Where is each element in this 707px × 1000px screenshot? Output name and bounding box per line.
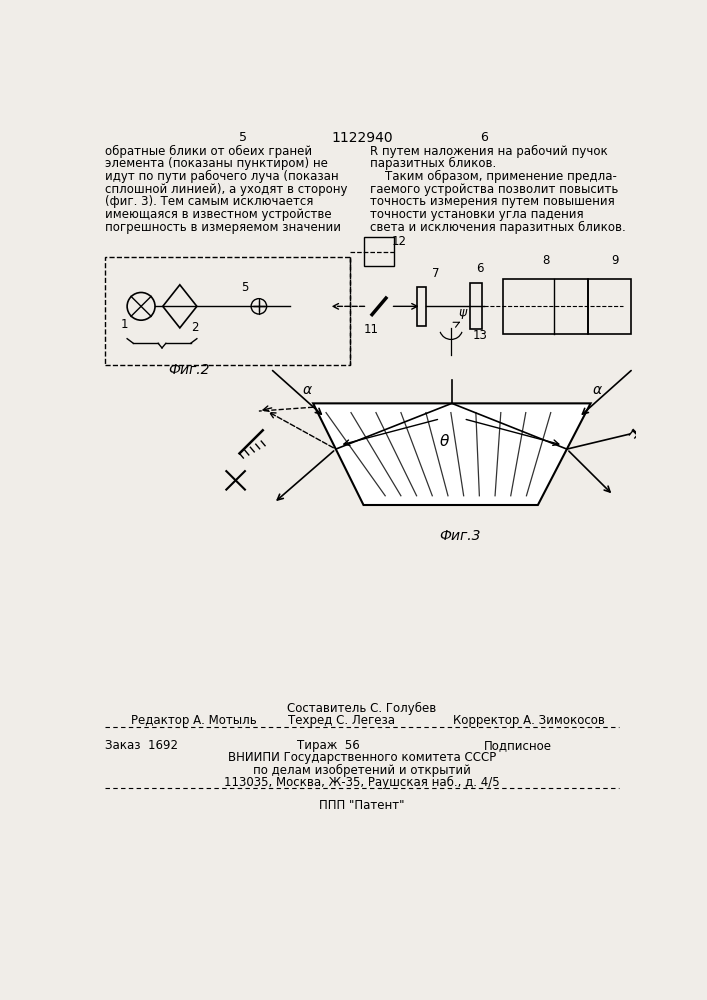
Text: 13: 13: [472, 329, 487, 342]
Text: сплошной линией), а уходят в сторону: сплошной линией), а уходят в сторону: [105, 183, 348, 196]
Text: Фиг.2: Фиг.2: [168, 363, 210, 377]
Text: 2: 2: [192, 321, 199, 334]
Text: Заказ  1692: Заказ 1692: [105, 739, 178, 752]
Text: α: α: [592, 383, 602, 397]
Text: Корректор А. Зимокосов: Корректор А. Зимокосов: [452, 714, 604, 727]
Text: обратные блики от обеих граней: обратные блики от обеих граней: [105, 145, 312, 158]
Polygon shape: [313, 403, 590, 505]
Text: Таким образом, применение предла-: Таким образом, применение предла-: [370, 170, 617, 183]
Text: Техред С. Легеза: Техред С. Легеза: [288, 714, 395, 727]
Text: паразитных бликов.: паразитных бликов.: [370, 157, 496, 170]
Text: 8: 8: [542, 254, 549, 267]
Text: по делам изобретений и открытий: по делам изобретений и открытий: [253, 764, 471, 777]
Text: точность измерения путем повышения: точность измерения путем повышения: [370, 195, 614, 208]
Text: ППП "Патент": ППП "Патент": [319, 799, 404, 812]
Text: Составитель С. Голубев: Составитель С. Голубев: [287, 702, 437, 715]
Text: 12: 12: [392, 235, 407, 248]
Text: ψ: ψ: [459, 306, 467, 319]
Bar: [364, 237, 394, 266]
Text: 1: 1: [120, 318, 128, 331]
Text: гаемого устройства позволит повысить: гаемого устройства позволит повысить: [370, 183, 618, 196]
Text: α: α: [303, 383, 312, 397]
Text: θ: θ: [440, 434, 449, 449]
Bar: [588, 279, 631, 334]
Text: имеющаяся в известном устройстве: имеющаяся в известном устройстве: [105, 208, 332, 221]
Text: R путем наложения на рабочий пучок: R путем наложения на рабочий пучок: [370, 145, 607, 158]
Text: 9: 9: [612, 254, 619, 267]
Text: 5: 5: [240, 131, 247, 144]
Text: ВНИИПИ Государственного комитета СССР: ВНИИПИ Государственного комитета СССР: [228, 751, 496, 764]
Text: элемента (показаны пунктиром) не: элемента (показаны пунктиром) не: [105, 157, 328, 170]
Text: 5: 5: [241, 281, 249, 294]
Bar: [105, 257, 351, 365]
Text: Редактор А. Мотыль: Редактор А. Мотыль: [131, 714, 257, 727]
Text: 1122940: 1122940: [331, 131, 393, 145]
Text: Фиг.3: Фиг.3: [440, 529, 481, 543]
Text: 11: 11: [363, 323, 379, 336]
Text: 7: 7: [432, 267, 439, 280]
Text: (фиг. 3). Тем самым исключается: (фиг. 3). Тем самым исключается: [105, 195, 314, 208]
Text: Тираж  56: Тираж 56: [297, 739, 360, 752]
Bar: [503, 279, 588, 334]
Text: точности установки угла падения: точности установки угла падения: [370, 208, 583, 221]
Text: Подписное: Подписное: [484, 739, 551, 752]
Bar: [469, 283, 482, 329]
Text: идут по пути рабочего луча (показан: идут по пути рабочего луча (показан: [105, 170, 339, 183]
Bar: [417, 287, 426, 326]
Text: 6: 6: [479, 131, 488, 144]
Text: света и исключения паразитных бликов.: света и исключения паразитных бликов.: [370, 221, 626, 234]
Text: 6: 6: [476, 262, 484, 275]
Text: погрешность в измеряемом значении: погрешность в измеряемом значении: [105, 221, 341, 234]
Text: 113035, Москва, Ж-35, Раушская наб., д. 4/5: 113035, Москва, Ж-35, Раушская наб., д. …: [224, 776, 500, 789]
